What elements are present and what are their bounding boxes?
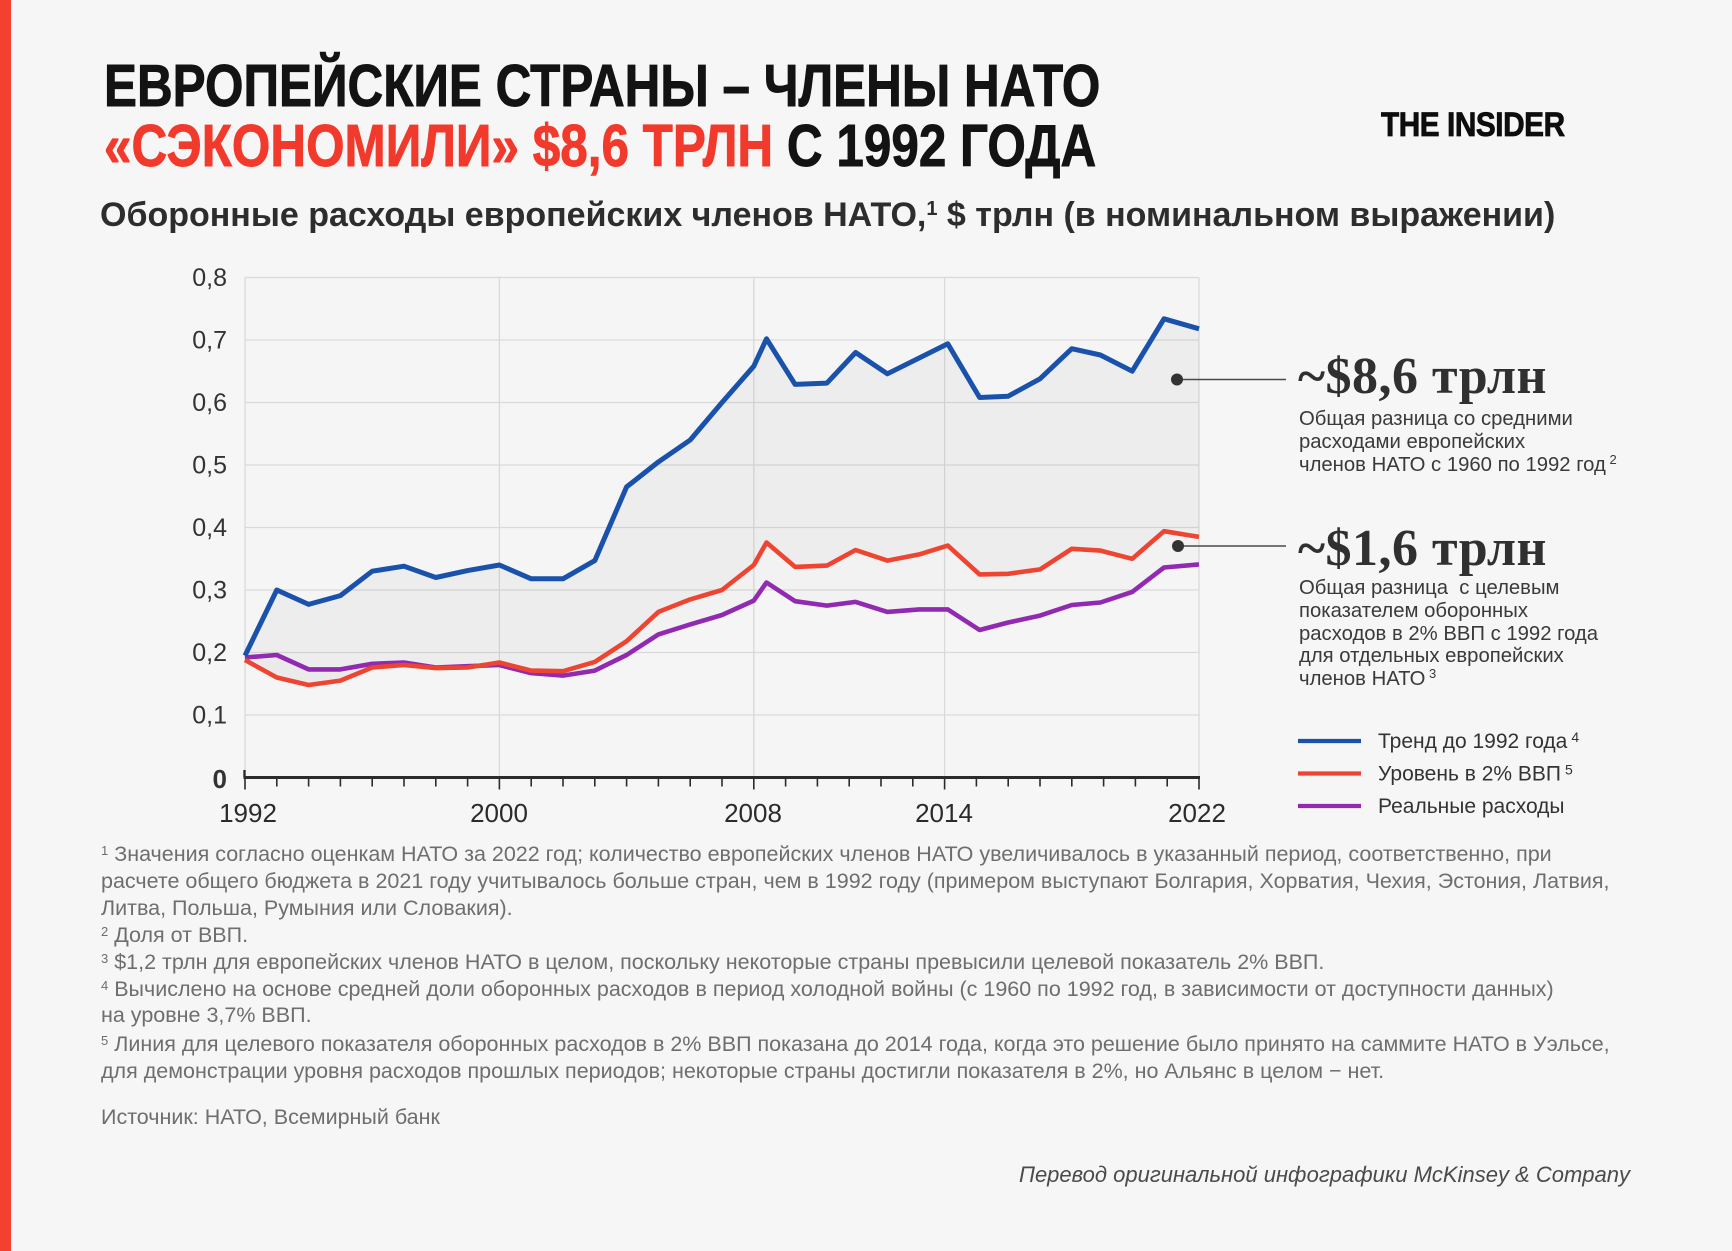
svg-text:2008: 2008	[724, 798, 782, 828]
svg-text:2014: 2014	[915, 798, 973, 828]
svg-text:0,2: 0,2	[192, 639, 227, 667]
svg-text:1992: 1992	[219, 798, 277, 828]
svg-text:Реальные расходы: Реальные расходы	[1378, 795, 1565, 818]
svg-text:0,5: 0,5	[192, 452, 227, 480]
svg-text:0,1: 0,1	[192, 702, 227, 730]
svg-text:0,8: 0,8	[192, 264, 227, 292]
svg-text:0: 0	[213, 764, 227, 794]
svg-text:0,4: 0,4	[192, 514, 227, 542]
svg-text:0,7: 0,7	[192, 327, 227, 355]
svg-text:0,6: 0,6	[192, 389, 227, 417]
svg-text:2000: 2000	[470, 798, 528, 828]
svg-text:0,3: 0,3	[192, 577, 227, 605]
svg-text:2022: 2022	[1168, 798, 1226, 828]
